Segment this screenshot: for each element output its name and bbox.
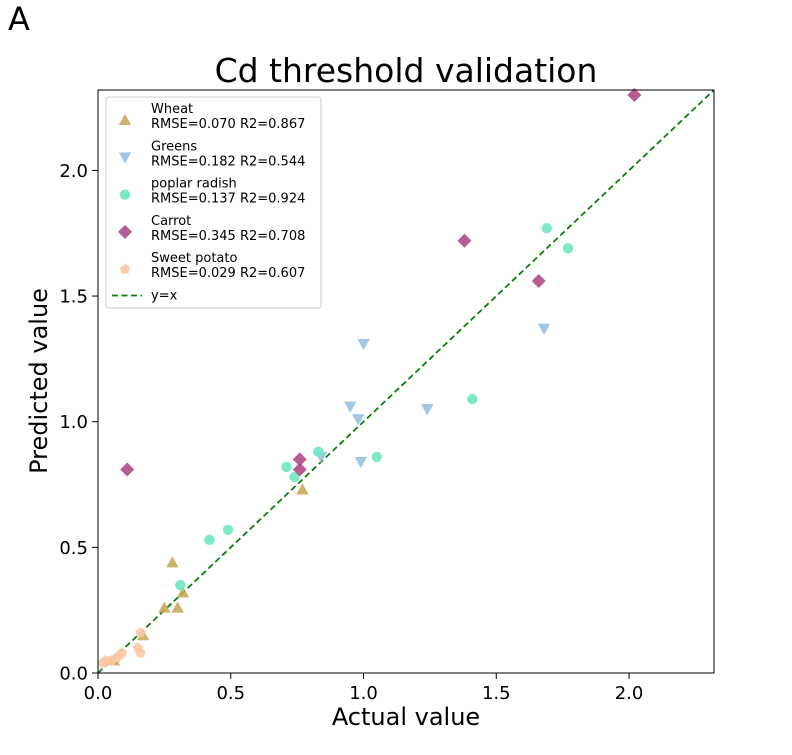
- legend-label-poplar-radish: poplar radish: [151, 177, 237, 192]
- legend-stats-greens: RMSE=0.182 R2=0.544: [151, 154, 305, 169]
- x-tick-label: 2.0: [615, 683, 644, 704]
- legend-stats-poplar-radish: RMSE=0.137 R2=0.924: [151, 192, 305, 207]
- greens-point: [344, 401, 357, 413]
- wheat-point: [158, 601, 171, 613]
- legend-stats-carrot: RMSE=0.345 R2=0.708: [151, 229, 305, 244]
- x-tick-label: 1.5: [482, 683, 511, 704]
- reference-line-group: [97, 89, 715, 674]
- poplar-radish-point: [204, 534, 215, 546]
- carrot-point: [531, 273, 546, 288]
- chart-title: Cd threshold validation: [215, 51, 598, 90]
- legend-label-wheat: Wheat: [151, 102, 193, 117]
- legend-stats-wheat: RMSE=0.070 R2=0.867: [151, 117, 305, 132]
- poplar-radish-point: [289, 471, 300, 483]
- poplar-radish-point: [281, 461, 292, 473]
- greens-point: [421, 404, 434, 416]
- greens-point: [354, 456, 368, 469]
- y-tick-label: 0.5: [59, 538, 88, 559]
- greens-point: [352, 414, 365, 426]
- legend-marker-poplar-radish: [119, 189, 131, 200]
- wheat-point: [176, 586, 190, 598]
- reference-line: [97, 89, 715, 674]
- poplar-radish-point: [371, 451, 382, 463]
- poplar-radish-point: [541, 223, 552, 234]
- legend-label-reference-line: y=x: [151, 289, 178, 304]
- sweet-potato-point: [116, 647, 128, 658]
- legend-marker-carrot: [118, 224, 132, 239]
- panel-label: A: [8, 0, 30, 38]
- y-tick-label: 2.0: [59, 161, 88, 182]
- poplar-radish-point: [562, 243, 574, 254]
- legend-label-greens: Greens: [151, 139, 197, 154]
- legend-marker-wheat: [118, 113, 132, 125]
- greens-point: [537, 323, 551, 335]
- plot-area: 0.0 0.5 1.0 1.5 2.0 0.0 0.5 1.0 1.5 2.0: [59, 88, 715, 704]
- legend-label-sweet-potato: Sweet potato: [151, 251, 237, 266]
- y-tick-label: 1.5: [59, 287, 88, 308]
- y-axis-label: Predicted value: [25, 288, 53, 474]
- legend-label-carrot: Carrot: [151, 214, 191, 229]
- greens-point: [357, 338, 370, 351]
- x-tick-label: 1.0: [349, 683, 378, 704]
- sweet-potato-point: [135, 627, 146, 638]
- legend-marker-greens: [118, 152, 132, 164]
- y-tick-label: 1.0: [59, 412, 88, 433]
- x-tick-label: 0.5: [216, 683, 245, 704]
- legend-stats-sweet-potato: RMSE=0.029 R2=0.607: [151, 266, 305, 281]
- carrot-point: [292, 452, 307, 467]
- carrot-point: [120, 462, 135, 477]
- wheat-point: [166, 556, 179, 568]
- x-tick-label: 0.0: [84, 683, 113, 704]
- y-tick-label: 0.0: [59, 664, 88, 685]
- carrot-point: [292, 462, 307, 477]
- poplar-radish-point: [222, 524, 234, 535]
- poplar-radish-point: [175, 579, 186, 591]
- poplar-radish-point: [467, 393, 478, 405]
- x-axis-ticks: 0.0 0.5 1.0 1.5 2.0: [84, 673, 644, 704]
- y-axis-ticks: 0.0 0.5 1.0 1.5 2.0: [59, 161, 98, 685]
- carrot-point: [627, 88, 642, 103]
- poplar-radish-point: [313, 446, 324, 458]
- axes-frame: [97, 89, 715, 674]
- x-axis-label: Actual value: [332, 703, 480, 731]
- carrot-point: [457, 233, 472, 248]
- legend-box: [105, 96, 322, 309]
- wheat-point: [296, 483, 309, 495]
- sweet-potato-point: [135, 647, 146, 658]
- wheat-point: [171, 601, 184, 613]
- legend-marker-sweet-potato: [119, 263, 131, 274]
- data-points: [98, 88, 642, 668]
